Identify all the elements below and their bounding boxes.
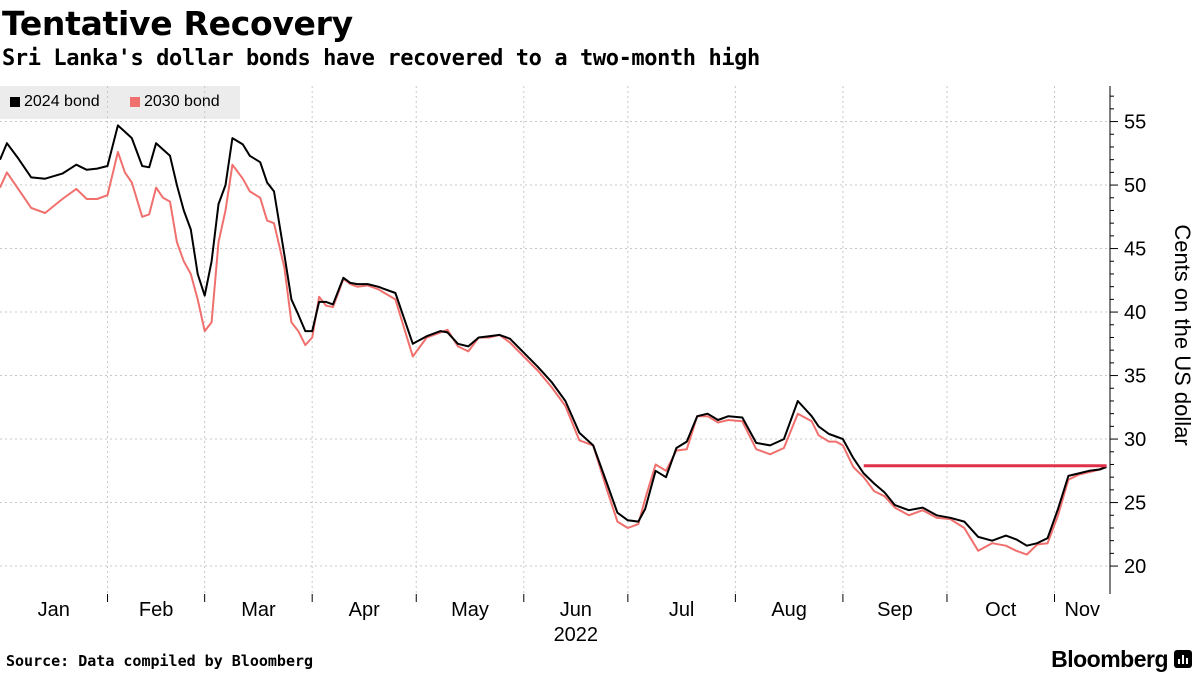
y-axis-title: Cents on the US dollar <box>1170 224 1195 445</box>
source-note: Source: Data compiled by Bloomberg <box>6 652 314 670</box>
y-tick-label: 55 <box>1124 112 1146 134</box>
legend-label-2030-bond: 2030 bond <box>144 93 220 110</box>
y-tick-label: 25 <box>1124 493 1146 515</box>
chart-title: Tentative Recovery <box>2 4 353 43</box>
legend-swatch-2030-bond <box>130 97 140 107</box>
y-tick-label: 35 <box>1124 366 1146 388</box>
legend-item-2030-bond: 2030 bond <box>130 93 220 111</box>
y-tick-label: 40 <box>1124 302 1146 324</box>
x-tick-label: Jul <box>669 599 695 621</box>
y-tick-label: 50 <box>1124 175 1146 197</box>
bloomberg-terminal-icon <box>1174 650 1192 668</box>
x-year-label: 2022 <box>554 624 599 646</box>
y-tick-label: 30 <box>1124 429 1146 451</box>
x-tick-label: Mar <box>241 599 276 621</box>
x-tick-label: Apr <box>349 599 380 621</box>
x-tick-label: Aug <box>771 599 807 621</box>
series-line-2024-bond <box>0 124 1107 547</box>
x-tick-label: Nov <box>1064 599 1100 621</box>
x-tick-label: Jan <box>38 599 70 621</box>
legend: 2024 bond 2030 bond <box>0 86 240 119</box>
series-line-2030-bond <box>0 151 1107 556</box>
chart-subtitle: Sri Lanka's dollar bonds have recovered … <box>2 46 760 71</box>
x-tick-label: Oct <box>985 599 1017 621</box>
bloomberg-logo: Bloomberg <box>1051 646 1168 672</box>
x-tick-label: Sep <box>877 599 913 621</box>
x-tick-label: May <box>451 599 489 621</box>
legend-swatch-2024-bond <box>10 97 20 107</box>
y-tick-label: 20 <box>1124 556 1146 578</box>
x-tick-label: Jun <box>560 599 592 621</box>
y-tick-label: 45 <box>1124 239 1146 261</box>
legend-item-2024-bond: 2024 bond <box>10 93 100 111</box>
legend-label-2024-bond: 2024 bond <box>24 93 100 110</box>
x-tick-label: Feb <box>139 599 173 621</box>
